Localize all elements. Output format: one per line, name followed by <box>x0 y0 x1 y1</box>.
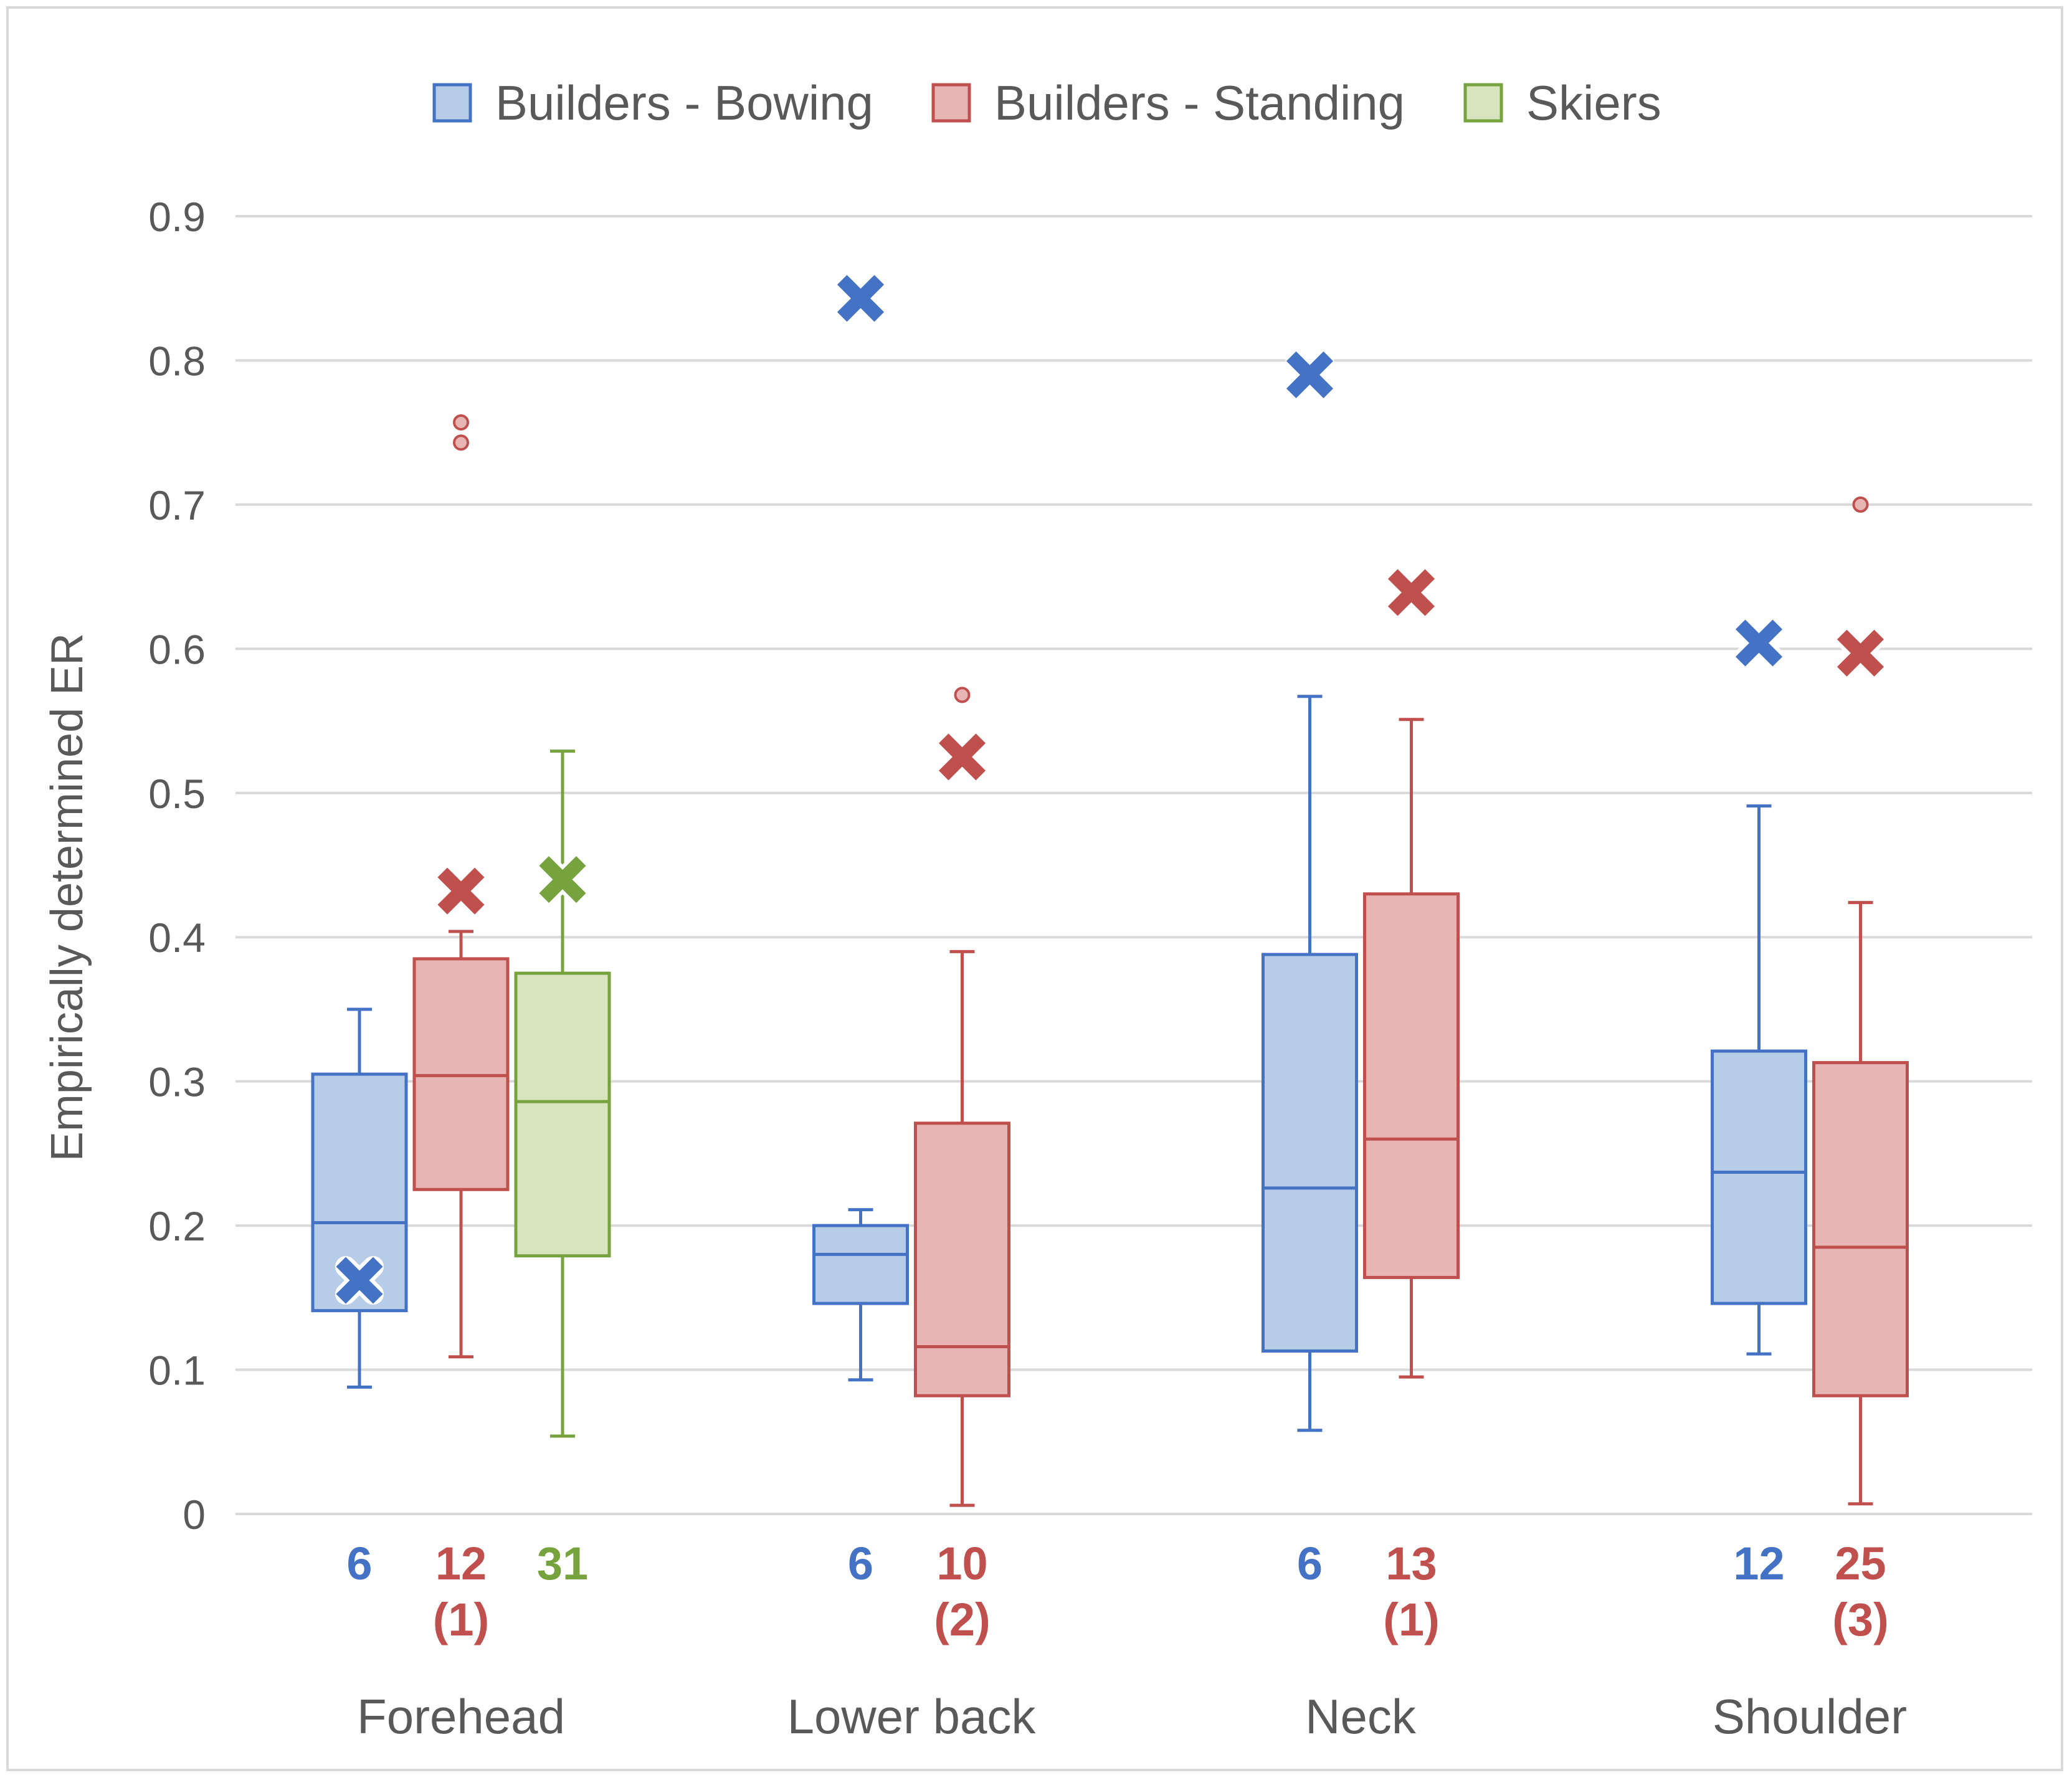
excluded-count: (3) <box>1832 1594 1888 1645</box>
sample-count: 12 <box>435 1538 487 1589</box>
y-tick-label: 0.4 <box>148 915 206 961</box>
mean-marker-stroke <box>1735 619 1783 667</box>
legend-swatch <box>432 83 472 123</box>
sample-counts: 6 12(1)31 6 10(2)6 13(1)12 25(3) <box>346 1538 1888 1645</box>
box <box>1711 619 1807 1356</box>
box-body <box>812 1224 909 1305</box>
legend-label: Builders - Bowing <box>495 75 873 130</box>
legend-swatch <box>931 83 971 123</box>
box <box>412 414 510 1359</box>
outlier-point <box>453 414 469 431</box>
mean-marker-stroke <box>837 275 885 322</box>
category-group <box>812 274 1010 1507</box>
mean-marker-stroke <box>1837 629 1884 677</box>
mean-marker <box>335 1256 384 1305</box>
y-tick-label: 0.6 <box>148 626 206 672</box>
outlier-point <box>1852 496 1869 513</box>
mean-marker <box>1734 619 1784 668</box>
category-label: Neck <box>1305 1689 1417 1744</box>
sample-count: 10 <box>936 1538 987 1589</box>
box <box>1363 568 1460 1379</box>
category-group <box>311 414 611 1438</box>
legend-label: Builders - Standing <box>994 75 1405 130</box>
mean-marker-stroke <box>1387 569 1435 616</box>
legend-swatch <box>1463 83 1503 123</box>
category-label: Forehead <box>357 1689 565 1744</box>
chart-frame <box>6 6 2063 1771</box>
box-body <box>514 971 611 1258</box>
box <box>1262 350 1358 1432</box>
sample-count: 12 <box>1733 1538 1784 1589</box>
legend: Builders - Bowing Builders - Standing Skie… <box>432 75 1661 130</box>
mean-marker <box>1387 568 1436 617</box>
legend-label: Skiers <box>1526 75 1661 130</box>
sample-count: 25 <box>1835 1538 1886 1589</box>
box <box>1812 496 1909 1506</box>
box-body <box>1363 892 1460 1279</box>
y-axis-label: Empirically determined ER <box>42 633 92 1161</box>
category-group <box>1711 496 1909 1506</box>
sample-count: 6 <box>848 1538 873 1589</box>
excluded-count: (2) <box>934 1594 990 1645</box>
box-body <box>1262 953 1358 1353</box>
mean-marker-stroke <box>539 856 586 903</box>
category-label: Lower back <box>787 1689 1037 1744</box>
sample-count: 6 <box>1297 1538 1323 1589</box>
category-labels: Forehead Lower back Neck Shoulder <box>357 1689 1907 1744</box>
mean-marker <box>538 855 587 904</box>
mean-marker <box>1836 629 1885 678</box>
mean-marker-stroke <box>1286 351 1334 399</box>
mean-marker <box>938 732 987 781</box>
box-body <box>1711 1049 1807 1305</box>
excluded-count: (1) <box>433 1594 489 1645</box>
y-tick-label: 0.7 <box>148 482 206 528</box>
mean-marker-stroke <box>336 1257 383 1304</box>
gridlines <box>235 215 2032 1515</box>
outlier-point <box>453 434 469 451</box>
y-tick-label: 0.2 <box>148 1203 206 1249</box>
mean-marker-stroke <box>938 733 986 781</box>
category-label: Shoulder <box>1713 1689 1907 1744</box>
sample-count: 31 <box>537 1538 588 1589</box>
y-tick-label: 0.8 <box>148 338 206 384</box>
mean-marker <box>836 274 885 323</box>
box <box>311 1007 408 1389</box>
sample-count: 6 <box>346 1538 372 1589</box>
y-tick-label: 0.1 <box>148 1348 206 1394</box>
box <box>514 750 611 1438</box>
excluded-count: (1) <box>1383 1594 1439 1645</box>
y-tick-label: 0.9 <box>148 194 206 240</box>
box <box>914 687 1010 1507</box>
mean-marker-stroke <box>437 867 485 915</box>
category-group <box>1262 350 1460 1432</box>
box-series <box>311 274 1909 1507</box>
outlier-point <box>954 687 971 703</box>
box <box>812 274 909 1382</box>
y-tick-label: 0.5 <box>148 771 206 817</box>
y-axis: 0 0.1 0.2 0.3 0.4 0.5 0.6 0.7 0.8 0.9 <box>148 194 206 1538</box>
sample-count: 13 <box>1385 1538 1437 1589</box>
y-tick-label: 0.3 <box>148 1059 206 1105</box>
mean-marker <box>437 867 485 916</box>
mean-marker <box>1285 350 1334 399</box>
y-tick-label: 0 <box>183 1492 206 1538</box>
box-body <box>914 1121 1010 1397</box>
box-body <box>1812 1061 1909 1397</box>
